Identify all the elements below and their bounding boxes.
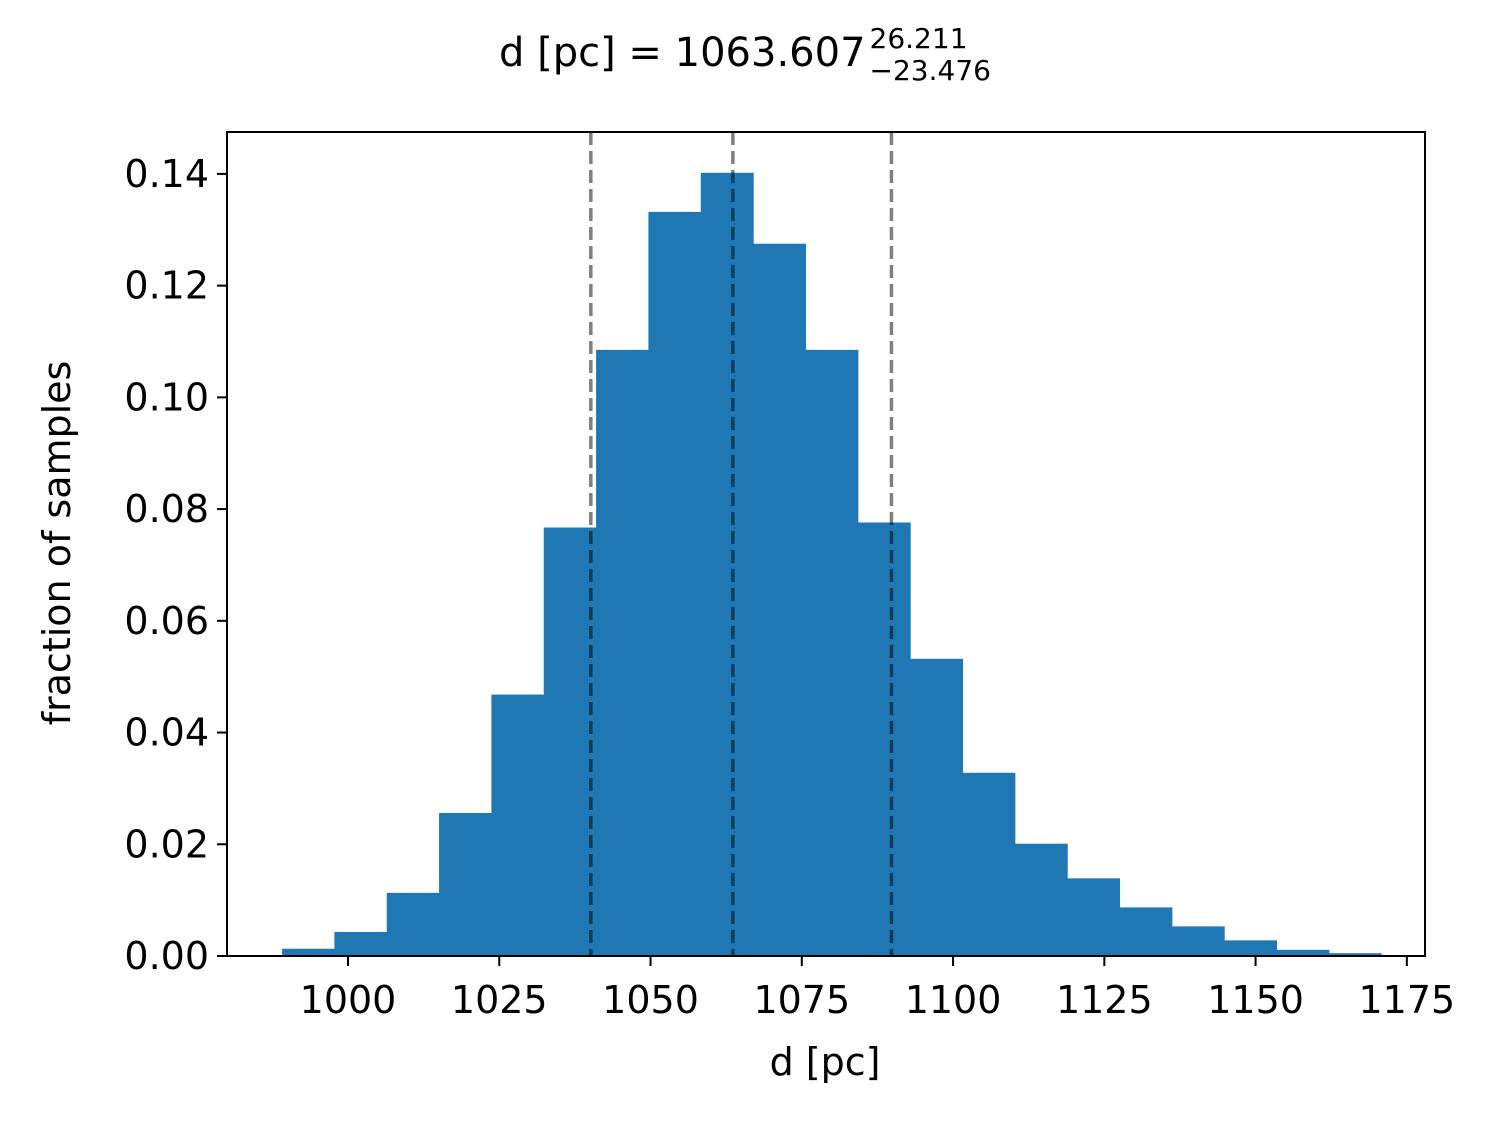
x-tick-label: 1050: [602, 978, 699, 1022]
histogram-bar: [282, 948, 335, 956]
histogram-bar: [491, 694, 545, 956]
histogram-bars: [282, 172, 1382, 957]
chart-title-superscript: 26.211: [870, 22, 968, 55]
plot-area-frame: [226, 131, 1426, 957]
histogram-bar: [386, 892, 440, 956]
x-tick-label: 1125: [1056, 978, 1153, 1022]
x-tick-label: 1150: [1207, 978, 1304, 1022]
y-tick-label: 0.04: [124, 711, 209, 755]
x-axis-label: d [pc]: [770, 1040, 881, 1084]
x-tick-label: 1025: [451, 978, 548, 1022]
histogram-bar: [1119, 907, 1173, 956]
x-tick-label: 1175: [1358, 978, 1455, 1022]
y-axis-label: fraction of samples: [35, 361, 79, 726]
histogram-bar: [857, 522, 911, 956]
histogram-bar: [805, 349, 859, 956]
histogram-bar: [753, 243, 807, 956]
histogram-bar: [543, 527, 597, 956]
histogram-bar: [596, 349, 650, 956]
y-tick-label: 0.08: [124, 487, 209, 531]
histogram-bar: [1014, 843, 1068, 956]
x-tick-label: 1000: [300, 978, 397, 1022]
histogram-bar: [1224, 940, 1278, 956]
y-tick-label: 0.14: [124, 152, 209, 196]
y-tick-label: 0.10: [124, 375, 209, 419]
histogram-bar: [439, 812, 493, 956]
chart-title: d [pc] = 1063.607: [499, 30, 866, 76]
histogram-bar: [700, 172, 754, 957]
y-tick-label: 0.02: [124, 822, 209, 866]
chart-title-main: d [pc] = 1063.607: [499, 30, 866, 76]
x-axis: 1000 1025 1050 1075 1100 1125 1150 1175: [300, 956, 1455, 1022]
y-tick-label: 0.00: [124, 934, 209, 978]
histogram-bar: [1276, 949, 1330, 956]
histogram-bar: [648, 211, 702, 956]
y-tick-label: 0.06: [124, 599, 209, 643]
percentile-lines: [589, 132, 894, 956]
y-tick-label: 0.12: [124, 264, 209, 308]
y-axis: 0.00 0.02 0.04 0.06 0.08 0.10 0.12 0.14: [124, 152, 227, 978]
histogram-bar: [1171, 926, 1225, 956]
histogram-bar: [334, 931, 388, 956]
histogram-bar: [1328, 953, 1382, 956]
chart-title-subscript: −23.476: [870, 54, 991, 87]
histogram-bar: [962, 772, 1016, 956]
histogram-bar: [910, 658, 964, 956]
x-tick-label: 1100: [905, 978, 1002, 1022]
x-tick-label: 1075: [753, 978, 850, 1022]
histogram-bar: [1067, 878, 1121, 956]
